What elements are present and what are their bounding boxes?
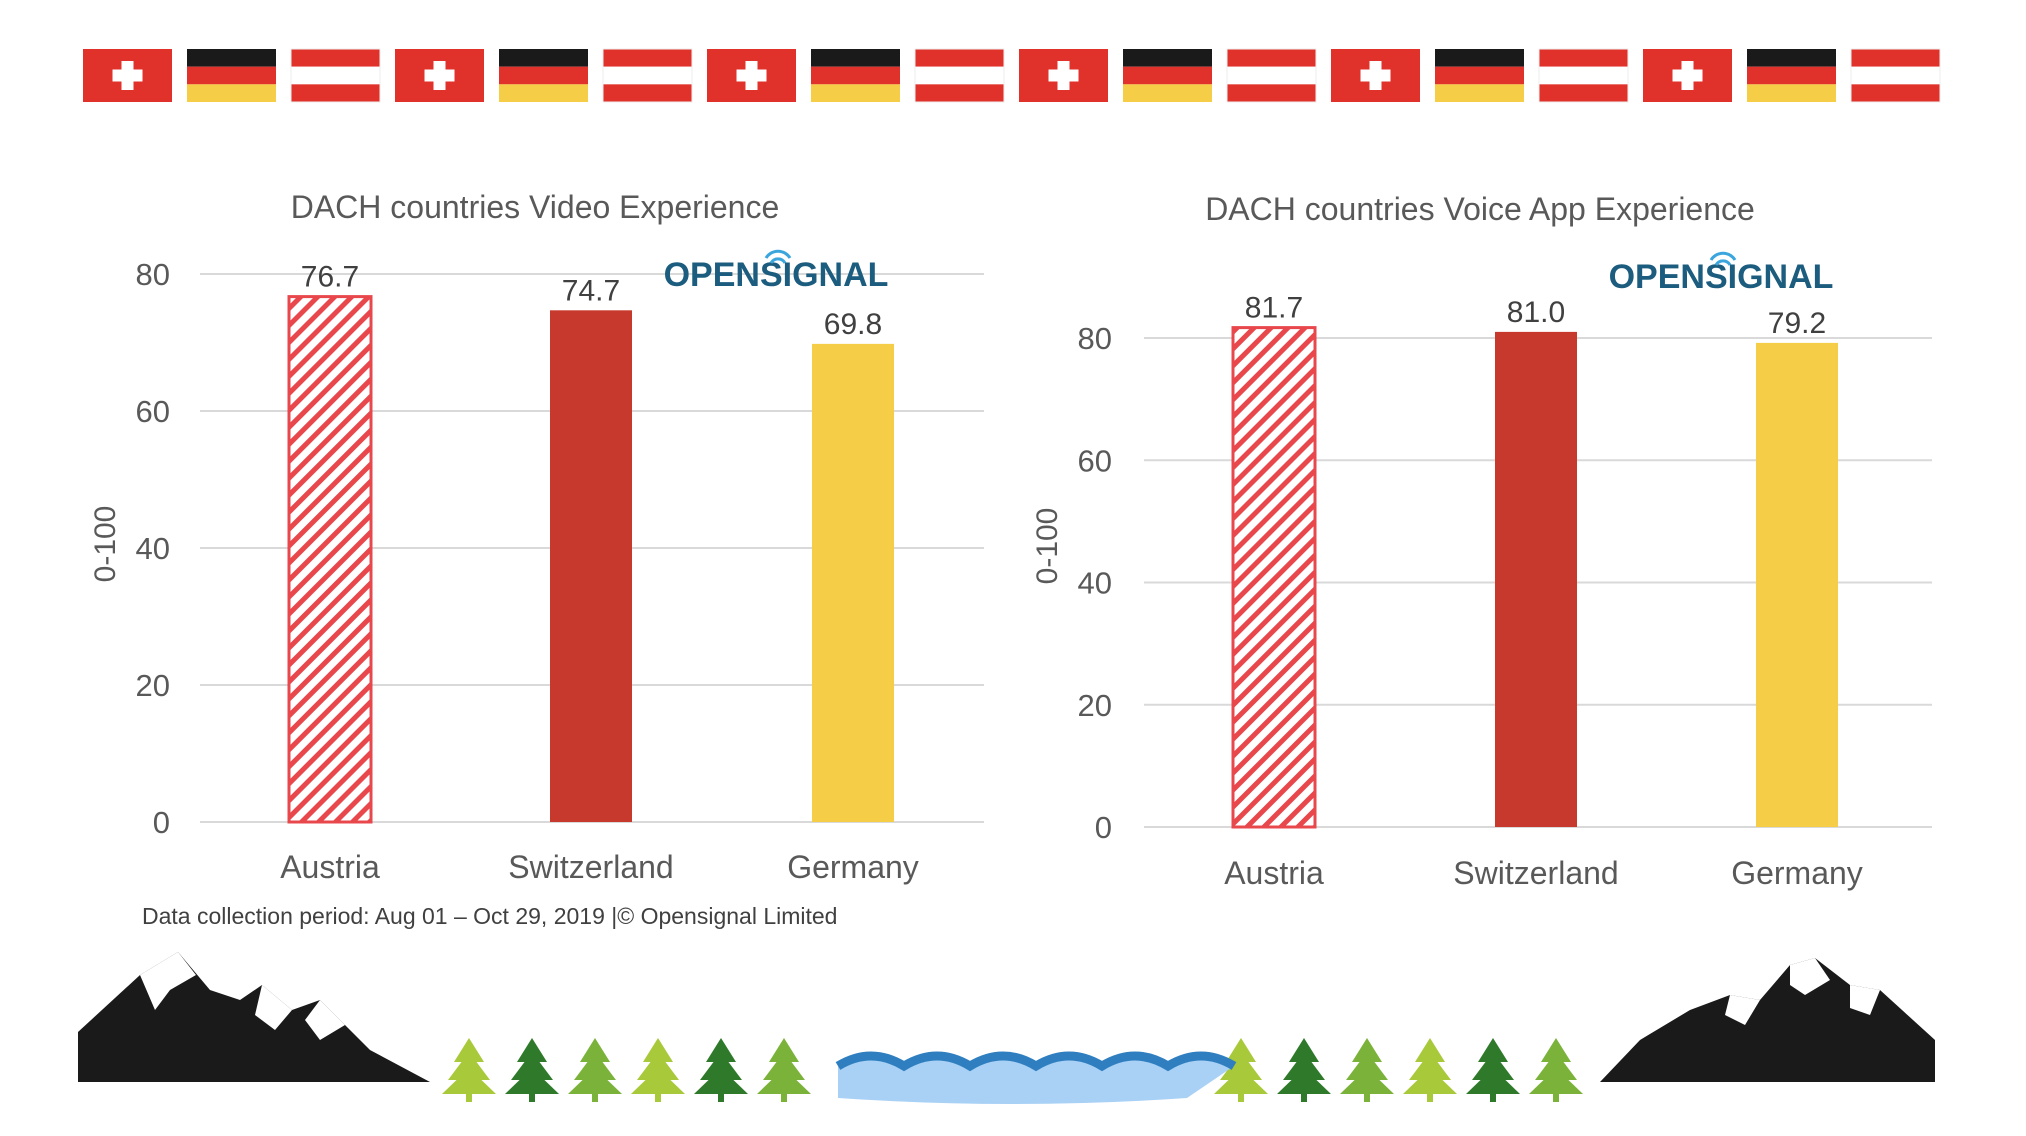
data-label: 81.0 xyxy=(1507,296,1565,329)
lake-waves-icon xyxy=(835,1051,1237,1104)
x-category-label: Switzerland xyxy=(1453,855,1618,891)
opensignal-logo: OPENSIGNAL xyxy=(664,249,889,294)
flag-banner xyxy=(83,48,1941,103)
y-axis-label: 0-100 xyxy=(89,506,122,583)
bar-austria xyxy=(1231,326,1317,829)
x-category-label: Austria xyxy=(1224,855,1324,891)
opensignal-logo-text: OPENSIGNAL xyxy=(664,256,889,294)
pine-tree-icon xyxy=(568,1038,622,1102)
bar-switzerland xyxy=(1495,331,1577,827)
pine-tree-icon xyxy=(1403,1038,1457,1102)
y-axis-ticks: 0 20 40 60 80 xyxy=(1078,321,1112,845)
austrian-flag-icon xyxy=(1538,48,1629,103)
mountains-left-icon xyxy=(78,952,430,1082)
x-category-label: Switzerland xyxy=(508,849,673,885)
chart-title: DACH countries Voice App Experience xyxy=(1205,191,1755,227)
pine-tree-icon xyxy=(505,1038,559,1102)
x-axis-categories: Austria Switzerland Germany xyxy=(1224,855,1863,891)
german-flag-icon xyxy=(187,49,276,102)
signal-waves-icon xyxy=(1709,251,1737,266)
y-tick-label: 60 xyxy=(136,394,170,429)
data-label: 79.2 xyxy=(1768,307,1826,340)
y-tick-label: 20 xyxy=(1078,688,1112,723)
data-labels: 81.7 81.0 79.2 xyxy=(1245,292,1826,340)
swiss-flag-icon xyxy=(395,49,484,102)
pine-tree-icon xyxy=(442,1038,496,1102)
bar-germany xyxy=(1756,342,1838,827)
chart-bars xyxy=(287,295,894,824)
german-flag-icon xyxy=(1747,49,1836,102)
pine-trees-left-icon xyxy=(442,1038,811,1102)
y-tick-label: 80 xyxy=(136,257,170,292)
austrian-flag-icon xyxy=(1226,48,1317,103)
german-flag-icon xyxy=(1123,49,1212,102)
swiss-flag-icon xyxy=(707,49,796,102)
data-collection-footer: Data collection period: Aug 01 – Oct 29,… xyxy=(142,903,837,929)
swiss-flag-icon xyxy=(1019,49,1108,102)
y-tick-label: 40 xyxy=(136,531,170,566)
y-axis-ticks: 0 20 40 60 80 xyxy=(136,257,170,840)
german-flag-icon xyxy=(811,49,900,102)
austrian-flag-icon xyxy=(290,48,381,103)
opensignal-logo: OPENSIGNAL xyxy=(1609,251,1834,296)
pine-tree-icon xyxy=(1214,1038,1268,1102)
bar-austria xyxy=(287,295,373,824)
opensignal-logo-text: OPENSIGNAL xyxy=(1609,258,1834,296)
y-tick-label: 0 xyxy=(153,805,170,840)
swiss-flag-icon xyxy=(1331,49,1420,102)
pine-tree-icon xyxy=(1529,1038,1583,1102)
y-tick-label: 60 xyxy=(1078,443,1112,478)
x-category-label: Germany xyxy=(787,849,919,885)
pine-tree-icon xyxy=(1340,1038,1394,1102)
voice-app-experience-chart: DACH countries Voice App Experience 0 20 4… xyxy=(1031,191,1932,891)
y-tick-label: 0 xyxy=(1095,810,1112,845)
y-tick-label: 40 xyxy=(1078,566,1112,601)
y-tick-label: 80 xyxy=(1078,321,1112,356)
signal-waves-icon xyxy=(764,249,792,264)
y-tick-label: 20 xyxy=(136,668,170,703)
swiss-flag-icon xyxy=(83,49,172,102)
bar-germany xyxy=(812,343,894,822)
austrian-flag-icon xyxy=(914,48,1005,103)
data-label: 76.7 xyxy=(301,261,359,294)
bar-switzerland xyxy=(550,310,632,822)
austrian-flag-icon xyxy=(1850,48,1941,103)
german-flag-icon xyxy=(499,49,588,102)
data-label: 74.7 xyxy=(562,274,620,307)
data-label: 69.8 xyxy=(824,308,882,341)
data-label: 81.7 xyxy=(1245,292,1303,325)
pine-tree-icon xyxy=(757,1038,811,1102)
pine-tree-icon xyxy=(1277,1038,1331,1102)
chart-title: DACH countries Video Experience xyxy=(291,189,780,225)
video-experience-chart: DACH countries Video Experience 0 20 40 60 8… xyxy=(89,189,984,885)
x-axis-categories: Austria Switzerland Germany xyxy=(280,849,919,885)
chart-bars xyxy=(1231,326,1838,829)
pine-tree-icon xyxy=(631,1038,685,1102)
pine-tree-icon xyxy=(1466,1038,1520,1102)
mountains-right-icon xyxy=(1600,958,1935,1082)
swiss-flag-icon xyxy=(1643,49,1732,102)
german-flag-icon xyxy=(1435,49,1524,102)
x-category-label: Austria xyxy=(280,849,380,885)
y-axis-label: 0-100 xyxy=(1031,508,1064,585)
x-category-label: Germany xyxy=(1731,855,1863,891)
data-labels: 76.7 74.7 69.8 xyxy=(301,261,882,341)
austrian-flag-icon xyxy=(602,48,693,103)
pine-trees-right-icon xyxy=(1214,1038,1583,1102)
pine-tree-icon xyxy=(694,1038,748,1102)
